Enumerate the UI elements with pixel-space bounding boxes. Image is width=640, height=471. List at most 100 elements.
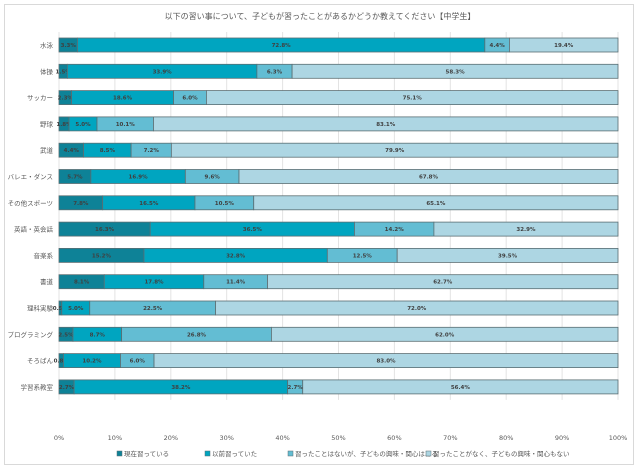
legend-label: 習ったことはないが、子どもの興味・関心はある: [295, 449, 438, 458]
data-label: 58.3%: [446, 69, 466, 75]
legend-swatch: [425, 450, 432, 457]
x-tick-label: 70%: [443, 434, 457, 442]
category-label: 学習系教室: [21, 382, 54, 391]
x-tick-label: 20%: [164, 434, 178, 442]
category-label: 武道: [40, 146, 54, 155]
data-label: 4.4%: [490, 43, 506, 49]
bar-segment: [433, 221, 619, 237]
x-tick-label: 10%: [108, 434, 122, 442]
category-label: その他スポーツ: [8, 198, 53, 207]
data-label: 8.7%: [90, 332, 106, 338]
data-label: 6.0%: [130, 359, 146, 365]
data-label: 6.3%: [267, 69, 283, 75]
legend-label: 以前習っていた: [212, 449, 257, 458]
bar-segment: [170, 142, 619, 158]
data-label: 16.3%: [95, 227, 115, 233]
category-label: サッカー: [27, 94, 53, 102]
category-label: 体操: [40, 67, 54, 76]
x-tick-label: 60%: [387, 434, 401, 442]
bar-segment: [153, 353, 619, 369]
chart-title: 以下の習い事について、子どもが習ったことがあるかどうか教えてください【中学生】: [164, 12, 476, 21]
category-label: 水泳: [40, 41, 54, 50]
data-label: 14.2%: [385, 227, 405, 233]
bar-segment: [253, 195, 619, 211]
data-label: 0.8%: [54, 359, 70, 365]
data-label: 10.2%: [82, 359, 102, 365]
data-label: 2.5%: [58, 332, 74, 338]
data-label: 38.2%: [171, 385, 191, 391]
legend-swatch: [116, 450, 123, 457]
data-label: 22.5%: [143, 306, 163, 312]
data-label: 33.9%: [153, 69, 173, 75]
category-label: 音楽系: [34, 251, 54, 260]
category-label: 書道: [40, 277, 54, 286]
data-label: 65.1%: [426, 201, 446, 207]
data-label: 2.3%: [58, 96, 74, 102]
data-label: 83.1%: [376, 122, 396, 128]
data-label: 32.8%: [226, 253, 246, 259]
data-label: 6.0%: [182, 96, 198, 102]
data-label: 26.8%: [187, 332, 207, 338]
data-label: 62.7%: [433, 280, 453, 286]
data-label: 72.8%: [272, 43, 292, 49]
x-tick-label: 100%: [609, 434, 628, 442]
data-label: 0.5%: [53, 306, 69, 312]
data-label: 16.9%: [129, 175, 149, 181]
data-label: 19.4%: [554, 43, 574, 49]
data-label: 17.8%: [144, 280, 164, 286]
x-tick-label: 40%: [275, 434, 289, 442]
bar-segment: [302, 379, 619, 395]
bar-segment: [267, 274, 619, 290]
legend-swatch: [287, 450, 294, 457]
bar-segment: [153, 116, 619, 132]
data-label: 1.8%: [56, 122, 72, 128]
data-label: 10.5%: [215, 201, 235, 207]
data-label: 7.8%: [73, 201, 89, 207]
data-label: 16.5%: [139, 201, 159, 207]
category-label: バレエ・ダンス: [8, 172, 53, 181]
data-label: 3.3%: [61, 43, 77, 49]
data-label: 36.5%: [243, 227, 263, 233]
data-label: 5.0%: [75, 122, 91, 128]
data-label: 39.5%: [498, 253, 518, 259]
category-label: 理科実験: [27, 304, 54, 313]
data-label: 5.0%: [68, 306, 84, 312]
data-label: 79.9%: [385, 148, 405, 154]
bar-segment: [271, 326, 619, 342]
bar-segment: [215, 300, 619, 316]
data-label: 15.2%: [92, 253, 112, 259]
data-label: 9.6%: [205, 175, 221, 181]
category-label: そろばん: [27, 356, 54, 365]
legend-swatch: [204, 450, 211, 457]
data-label: 67.8%: [419, 175, 439, 181]
x-tick-label: 50%: [331, 434, 345, 442]
data-label: 8.1%: [74, 280, 90, 286]
data-label: 72.0%: [407, 306, 427, 312]
data-label: 83.0%: [376, 359, 396, 365]
bar-segment: [238, 169, 619, 184]
x-tick-label: 80%: [499, 434, 513, 442]
data-label: 32.9%: [516, 227, 536, 233]
data-label: 1.5%: [56, 69, 72, 75]
data-label: 56.4%: [451, 385, 471, 391]
x-tick-label: 90%: [555, 434, 569, 442]
data-label: 10.1%: [116, 122, 136, 128]
bar-segment: [206, 90, 619, 105]
data-label: 12.5%: [353, 253, 373, 259]
legend-label: 現在習っている: [124, 449, 169, 458]
data-label: 7.2%: [144, 148, 160, 154]
data-label: 62.0%: [435, 332, 455, 338]
category-label: 野球: [40, 119, 54, 128]
data-label: 75.1%: [403, 96, 423, 102]
data-label: 5.7%: [67, 175, 83, 181]
bar-segment: [509, 37, 619, 53]
category-label: プログラミング: [8, 330, 54, 339]
chart-frame: [4, 4, 634, 465]
category-label: 英語・英会話: [14, 225, 54, 234]
bar-segment: [291, 63, 619, 79]
data-label: 4.4%: [64, 148, 80, 154]
x-tick-label: 0%: [54, 434, 64, 442]
data-label: 11.4%: [226, 280, 246, 286]
data-label: 8.5%: [100, 148, 116, 154]
